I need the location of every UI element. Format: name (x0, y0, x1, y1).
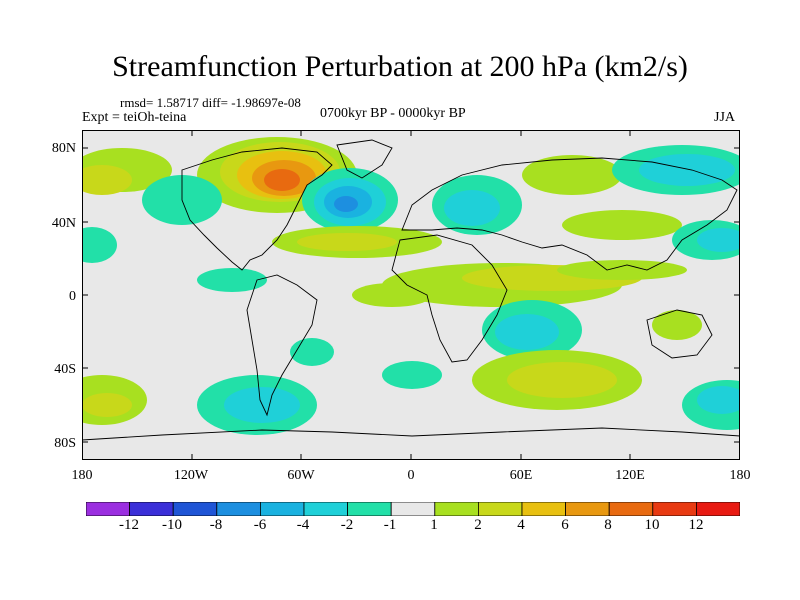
colorbar-box (347, 502, 392, 516)
axis-ticks (82, 130, 740, 460)
contour-natl-neg4 (334, 196, 358, 212)
colorbar-box (259, 502, 305, 516)
colorbar-box (521, 502, 566, 516)
coast-south-america (246, 274, 318, 417)
contour-easia-pos1 (562, 210, 682, 240)
coast-africa (391, 234, 508, 363)
period-label: 0700kyr BP - 0000kyr BP (320, 106, 466, 121)
lon-label-60e: 60E (509, 468, 533, 483)
coast-greenland (336, 139, 393, 179)
colorbar-label: -12 (119, 517, 139, 533)
coast-antarctica (82, 427, 740, 441)
contour-so-pos2 (507, 362, 617, 398)
lat-label-80n: 80N (51, 141, 76, 156)
colorbar-label: 6 (561, 517, 569, 533)
contour-sam-neg1 (290, 338, 334, 366)
colorbar-label: -8 (209, 517, 223, 533)
colorbar-label: 2 (474, 517, 482, 533)
contour-ind-pos1 (557, 260, 687, 280)
colorbar-label: 10 (644, 517, 660, 533)
colorbar-box (434, 502, 479, 516)
colorbar-box (608, 502, 654, 516)
streamfunction-map (82, 130, 740, 460)
lon-label-120e: 120E (615, 468, 645, 483)
colorbar-box (86, 502, 130, 516)
colorbar-boxes (86, 502, 740, 516)
colorbar-label: -4 (296, 517, 310, 533)
chart-title: Streamfunction Perturbation at 200 hPa (… (112, 50, 688, 83)
colorbar-label: 4 (517, 517, 525, 533)
lon-label-120w: 120W (173, 468, 209, 483)
colorbar-box (172, 502, 218, 516)
contour-ecpac-neg1 (197, 268, 267, 292)
coastlines (82, 139, 740, 441)
contour-eatl-pos1 (352, 283, 432, 307)
lat-label-80s: 80S (54, 436, 76, 451)
colorbar-box (390, 502, 436, 516)
contour-pac-pos2 (82, 165, 132, 195)
colorbar-label: -6 (253, 517, 267, 533)
contour-asia-pos1 (522, 155, 622, 195)
colorbar-box (216, 502, 261, 516)
lat-label-40s: 40S (54, 362, 76, 377)
coast-eurasia (401, 157, 738, 271)
lat-label-0: 0 (69, 289, 76, 304)
contour-field (82, 137, 740, 435)
stats-text: rmsd= 1.58717 diff= -1.98697e-08 (120, 95, 301, 110)
coast-north-america (181, 147, 333, 271)
lon-label-60w: 60W (287, 468, 315, 483)
experiment-label: Expt = teiOh-teina (82, 110, 187, 125)
colorbar (86, 502, 740, 516)
coast-australia (646, 309, 713, 359)
colorbar-label: -1 (383, 517, 397, 533)
colorbar-box (565, 502, 610, 516)
contour-npac-neg2 (639, 154, 735, 186)
contour-sio-neg2 (495, 314, 559, 350)
contour-wpac-neg2 (697, 228, 740, 252)
contour-atl-pos2 (297, 233, 397, 251)
contour-satl-neg1 (382, 361, 442, 389)
colorbar-label: 12 (688, 517, 704, 533)
contour-cpac-neg1 (82, 227, 117, 263)
lon-label-180w: 180 (71, 468, 93, 483)
colorbar-label: -2 (340, 517, 354, 533)
colorbar-label: 8 (604, 517, 612, 533)
lat-label-40n: 40N (51, 216, 76, 231)
colorbar-box (696, 502, 740, 516)
contour-eur-neg2 (444, 190, 500, 226)
lon-label-180e: 180 (729, 468, 751, 483)
colorbar-box (303, 502, 348, 516)
contour-aus-pos1 (652, 310, 702, 340)
colorbar-box (129, 502, 174, 516)
lon-label-0: 0 (407, 468, 415, 483)
colorbar-label: 1 (430, 517, 438, 533)
contour-na-pos5 (264, 169, 300, 191)
colorbar-box (652, 502, 697, 516)
contour-swp-pos2 (82, 393, 132, 417)
colorbar-box (477, 502, 523, 516)
contour-spac-neg2 (697, 386, 740, 414)
colorbar-label: -10 (162, 517, 182, 533)
season-label: JJA (714, 110, 736, 125)
